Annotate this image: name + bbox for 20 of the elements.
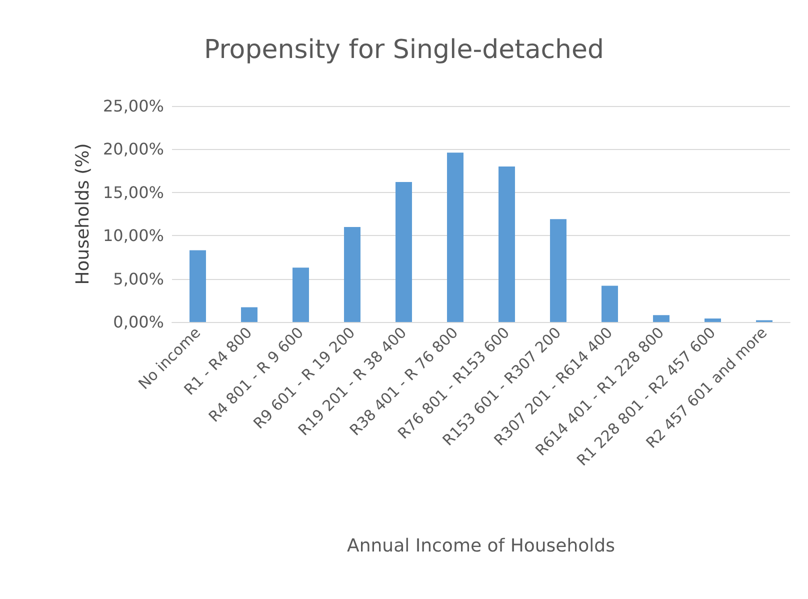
bar	[447, 152, 464, 322]
bar	[704, 318, 721, 322]
chart-title: Propensity for Single-detached	[204, 35, 604, 65]
y-tick-label: 0,00%	[113, 312, 164, 332]
y-tick-label: 20,00%	[102, 140, 164, 159]
bar	[292, 268, 309, 322]
bar	[396, 182, 412, 322]
bar	[498, 166, 515, 322]
y-axis-title: Households (%)	[72, 143, 94, 285]
bar	[653, 315, 670, 322]
bar	[344, 226, 360, 322]
bar	[241, 307, 258, 322]
bar	[602, 286, 618, 322]
y-tick-label: 10,00%	[102, 226, 164, 246]
x-axis-title: Annual Income of Households	[347, 536, 615, 556]
y-tick-label: 15,00%	[102, 182, 164, 202]
y-tick-label: 5,00%	[113, 269, 164, 288]
bar	[190, 250, 206, 322]
y-tick-label: 25,00%	[102, 96, 164, 116]
bar	[550, 219, 566, 322]
